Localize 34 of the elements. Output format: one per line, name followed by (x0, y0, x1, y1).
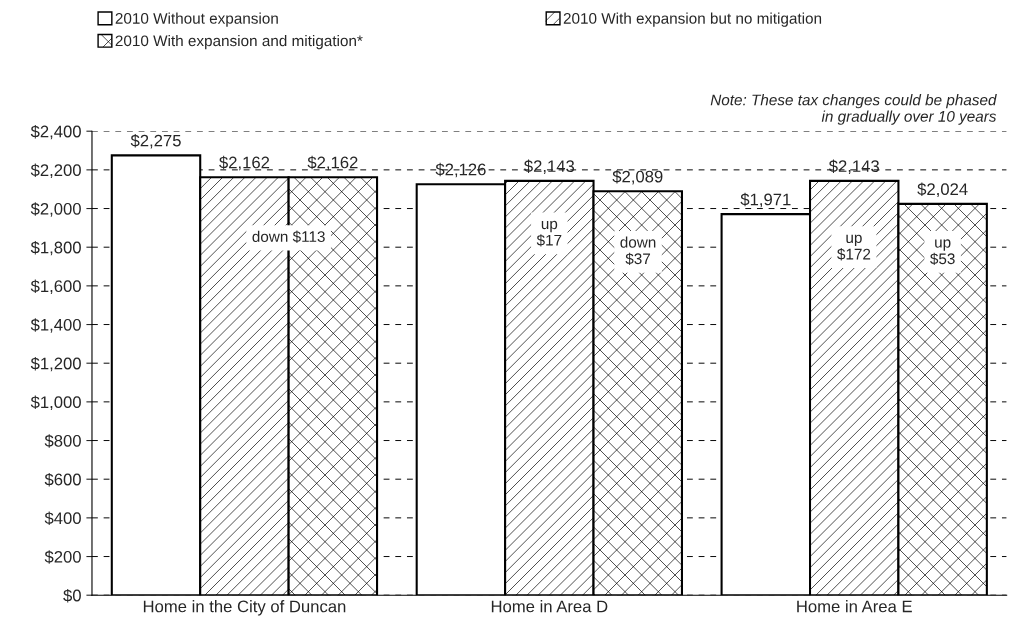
y-tick-label: $1,400 (30, 318, 81, 333)
y-tick-label: $1,600 (30, 279, 81, 295)
y-tick-label: $600 (44, 472, 81, 487)
y-tick-label: $1,200 (30, 356, 81, 372)
annotation: up $17 (536, 220, 562, 247)
text: Note: These tax changes could be phased in gradually over 10 years (710, 94, 997, 125)
y-tick-label: $0 (63, 588, 81, 603)
annotation: down $113 (252, 230, 325, 243)
y-tick-label: $1,800 (30, 240, 81, 256)
data-label: $2,162 (307, 155, 358, 171)
x-tick-label: Home in the City of Duncan (143, 600, 346, 616)
data-label: $2,126 (435, 162, 486, 178)
data-label: $1,971 (740, 192, 791, 208)
y-tick-label: $400 (44, 511, 81, 526)
legend-label: 2010 With expansion but no mitigation (563, 12, 822, 27)
data-label: $2,143 (828, 159, 879, 175)
data-label: $2,162 (219, 155, 270, 171)
data-label: $2,089 (612, 169, 663, 185)
data-label: $2,275 (130, 134, 181, 149)
y-tick-label: $200 (44, 550, 81, 564)
y-tick-label: $2,400 (30, 124, 81, 140)
legend-label: 2010 With expansion and mitigation* (115, 34, 363, 50)
x-tick-label: Home in Area E (797, 600, 912, 613)
y-tick-label: $800 (44, 434, 81, 448)
data-label: $2,143 (524, 159, 575, 175)
data-label: $2,024 (917, 182, 968, 198)
annotation: down $37 (620, 236, 656, 266)
y-tick-label: $2,200 (30, 163, 81, 179)
y-tick-label: $1,000 (30, 395, 81, 411)
annotation: up $172 (837, 234, 871, 261)
y-tick-label: $2,000 (30, 202, 81, 217)
legend-label: 2010 Without expansion (115, 12, 278, 27)
x-tick-label: Home in Area D (491, 600, 608, 613)
annotation: up $53 (930, 239, 955, 266)
